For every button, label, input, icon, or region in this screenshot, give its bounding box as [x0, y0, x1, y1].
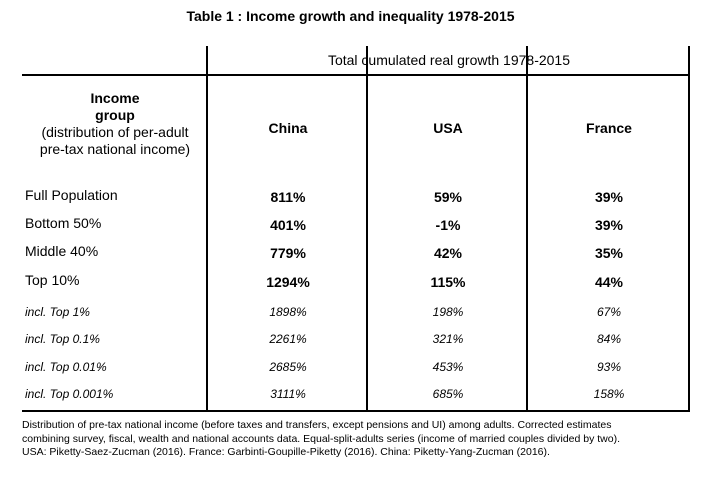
row-label: Bottom 50% [25, 215, 102, 231]
group-header-line-4: pre-tax national income) [39, 141, 191, 157]
value-china: 401% [270, 217, 306, 233]
footnote-line: USA: Piketty-Saez-Zucman (2016). France:… [22, 446, 550, 458]
column-divider-right [688, 46, 690, 412]
row-label: incl. Top 0.1% [25, 332, 100, 346]
value-france: 44% [594, 274, 624, 290]
row-label: Full Population [25, 187, 118, 203]
column-header-usa: USA [433, 120, 463, 136]
column-header-china: China [268, 120, 308, 136]
value-usa: 42% [433, 245, 463, 261]
value-china: 1294% [266, 274, 310, 290]
header-divider-line [22, 74, 690, 76]
value-china: 779% [270, 245, 306, 261]
row-label: incl. Top 0.01% [25, 360, 107, 374]
value-usa: 115% [430, 274, 466, 290]
value-usa: 685% [432, 387, 464, 401]
column-divider-2 [366, 46, 368, 412]
footnote-line: combining survey, fiscal, wealth and nat… [22, 432, 621, 445]
value-usa: 59% [433, 189, 463, 205]
table-footnote: Distribution of pre-tax national income … [22, 419, 692, 460]
value-france: 158% [593, 387, 625, 401]
value-france: 93% [596, 360, 622, 374]
column-divider-3 [526, 46, 528, 412]
value-china: 811% [270, 189, 306, 205]
value-china: 2261% [269, 332, 307, 346]
group-header-line-1: Income [90, 90, 140, 106]
group-header-line-3: (distribution of per-adult [41, 124, 189, 140]
footnote-line: Distribution of pre-tax national income … [22, 419, 612, 431]
span-header: Total cumulated real growth 1978-2015 [327, 52, 571, 68]
value-france: 35% [594, 245, 624, 261]
table-bottom-line [22, 410, 690, 412]
value-france: 39% [594, 217, 624, 233]
value-china: 1898% [269, 305, 307, 319]
value-usa: 453% [432, 360, 464, 374]
row-label: Top 10% [25, 272, 80, 288]
income-growth-table: Total cumulated real growth 1978-2015 In… [22, 46, 690, 412]
value-france: 67% [596, 305, 622, 319]
value-usa: 198% [432, 305, 464, 319]
column-header-france: France [586, 120, 632, 136]
row-label: Middle 40% [25, 243, 99, 259]
value-usa: -1% [435, 217, 461, 233]
value-france: 84% [596, 332, 622, 346]
value-china: 3111% [270, 387, 306, 401]
column-divider-1 [206, 46, 208, 412]
row-label: incl. Top 0.001% [25, 387, 114, 401]
value-france: 39% [594, 189, 624, 205]
value-usa: 321% [432, 332, 464, 346]
value-china: 2685% [269, 360, 307, 374]
table-title: Table 1 : Income growth and inequality 1… [186, 8, 515, 24]
income-group-header: Income group (distribution of per-adult … [22, 90, 208, 158]
group-header-line-2: group [95, 107, 135, 123]
row-label: incl. Top 1% [25, 305, 90, 319]
